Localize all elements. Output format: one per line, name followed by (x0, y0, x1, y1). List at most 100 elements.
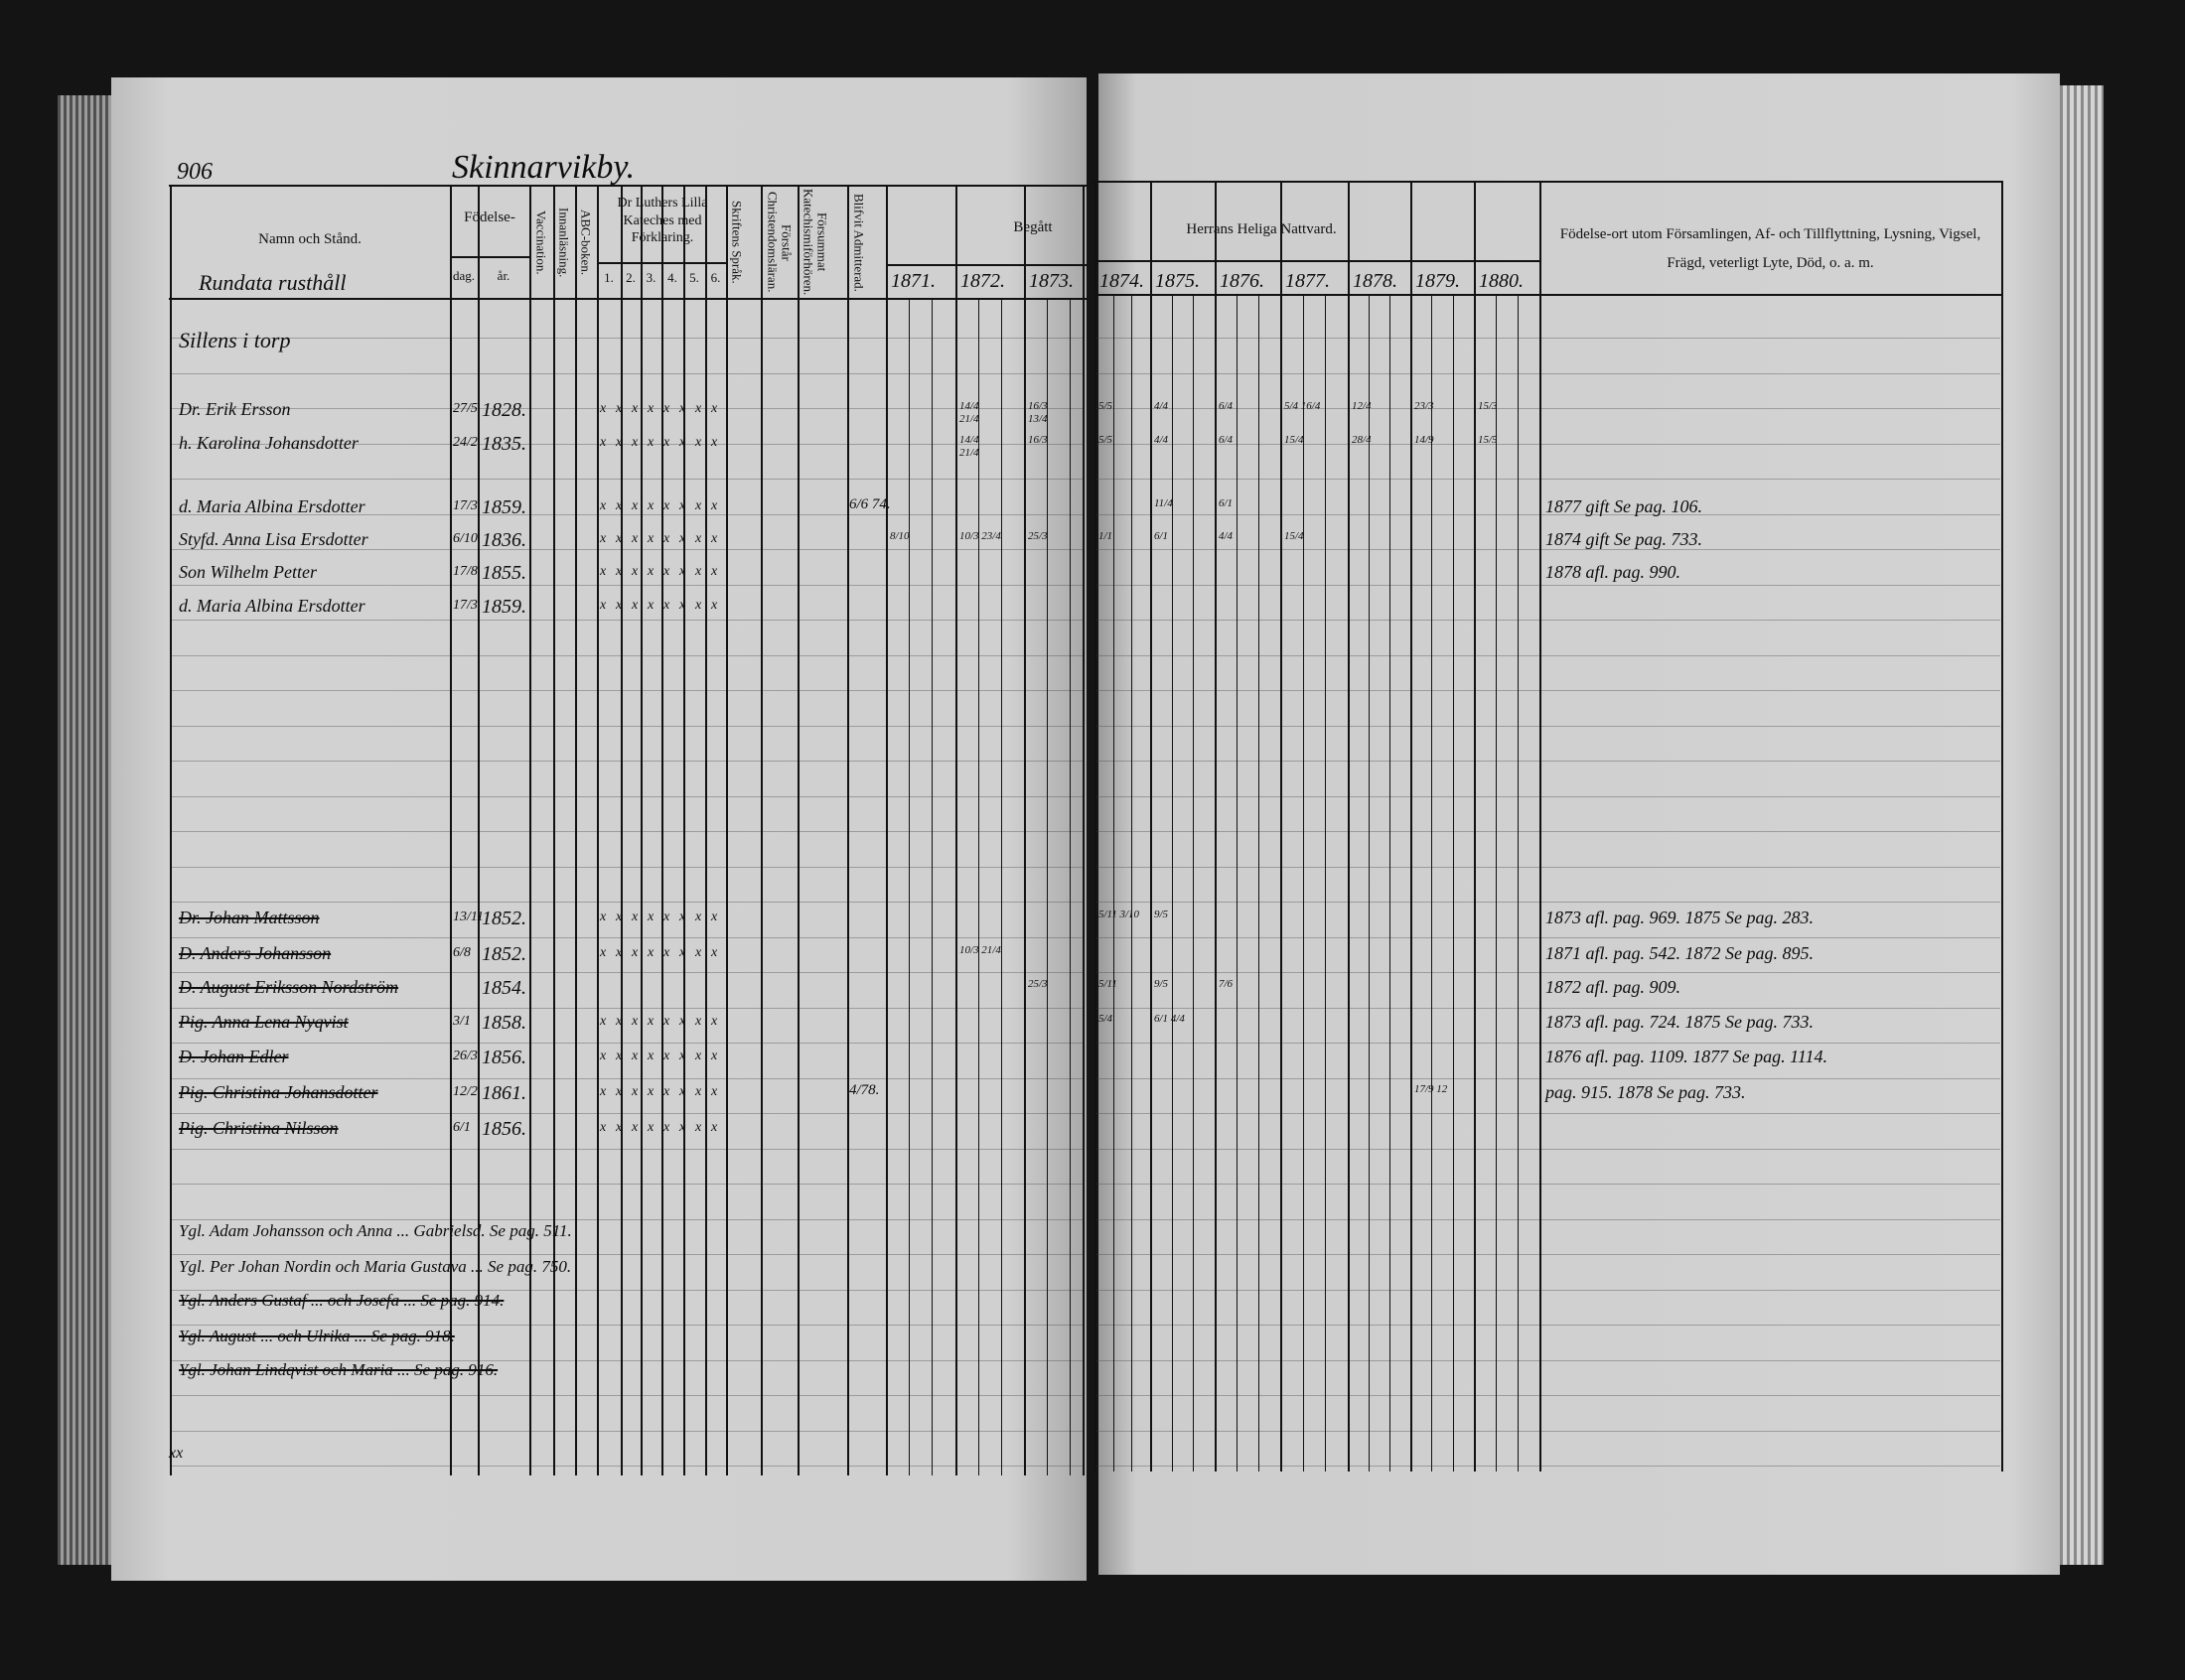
ruled-line (1096, 1113, 2000, 1114)
household-note: Ygl. Johan Lindqvist och Maria ... Se pa… (179, 1360, 499, 1379)
communion-date: 21/4 (959, 447, 979, 459)
communion-date: 1/1 (1098, 530, 1113, 542)
entry-birth-day: 24/2 (453, 435, 478, 450)
ruled-line (1096, 936, 2000, 938)
catechism-mark: x (616, 945, 623, 960)
header-top-line (169, 185, 1087, 187)
ruled-line (1096, 1077, 2000, 1079)
communion-date: 6/1 (1219, 497, 1234, 509)
column-line (661, 185, 663, 1475)
catechism-mark: x (600, 598, 607, 613)
catechism-mark: x (648, 435, 655, 450)
catechism-mark: x (679, 598, 686, 613)
catechism-mark: x (632, 1120, 639, 1135)
column-line (529, 185, 531, 1475)
sub-column-line (1325, 294, 1327, 1471)
communion-date: 7/6 (1219, 978, 1234, 990)
communion-date: 25/3 (1028, 530, 1048, 542)
communion-date: 25/3 (1028, 978, 1048, 990)
catechism-mark: x (632, 564, 639, 579)
header-admitted: Blifvit Admitterad. (851, 193, 867, 292)
header-name: Namn och Stånd. (258, 231, 362, 247)
column-line (1024, 185, 1026, 1475)
ruled-line (171, 690, 1083, 691)
ruled-line (1096, 831, 2000, 832)
communion-date: 28/4 (1352, 434, 1372, 446)
entry-birth-year: 1836. (482, 529, 526, 551)
entry-remark: pag. 915. 1878 Se pag. 733. (1545, 1082, 1746, 1102)
communion-date: 15/4 (1284, 530, 1304, 542)
header-reading: Innanläsning. (556, 207, 572, 278)
communion-date: 10/3 23/4 (959, 530, 1001, 542)
catechism-mark: x (663, 1084, 670, 1099)
header-catechism-part: 6. (710, 270, 721, 285)
header-remarks: Födelse-ort utom Församlingen, Af- och T… (1559, 226, 1981, 271)
ruled-line (1096, 1148, 2000, 1150)
catechism-mark: x (616, 1120, 623, 1135)
column-line (726, 185, 728, 1475)
entry-name: Dr. Johan Mattsson (179, 908, 320, 927)
ruled-line (1096, 549, 2000, 550)
sub-column-line (1131, 294, 1133, 1471)
catechism-mark: x (600, 1084, 607, 1099)
column-line (170, 185, 172, 1475)
ruled-line (171, 584, 1083, 586)
entry-remark: 1874 gift Se pag. 733. (1545, 529, 1702, 549)
village-title: Skinnarvikby. (452, 149, 636, 186)
entry-name: h. Karolina Johansdotter (179, 433, 359, 453)
ruled-line (171, 1007, 1083, 1009)
catechism-mark: x (679, 910, 686, 924)
communion-date: 17/9 12 (1414, 1083, 1448, 1095)
ruled-line (1096, 1395, 2000, 1396)
catechism-mark: x (600, 531, 607, 546)
sub-column-line (1237, 294, 1238, 1471)
catechism-mark: x (663, 401, 670, 416)
ruled-line (171, 620, 1083, 621)
entry-birth-day: 13/11 (453, 910, 484, 924)
ruled-line (1096, 690, 2000, 691)
ruled-line (1096, 972, 2000, 973)
entry-name: D. Anders Johansson (179, 943, 332, 963)
entry-name: Sillens i torp (179, 328, 291, 352)
header-year: 1879. (1415, 270, 1460, 292)
book-left-edge (58, 95, 111, 1565)
catechism-mark: x (695, 945, 702, 960)
catechism-mark: x (695, 401, 702, 416)
sub-column-line (1171, 294, 1173, 1471)
catechism-mark: x (711, 498, 718, 513)
entry-remark: 1873 afl. pag. 969. 1875 Se pag. 283. (1545, 908, 1814, 927)
header-year: 1877. (1285, 270, 1330, 292)
catechism-mark: x (616, 1014, 623, 1029)
catechism-mark: x (648, 1120, 655, 1135)
communion-date: 5/4 (1098, 1013, 1113, 1025)
ruled-line (1096, 1254, 2000, 1255)
column-line (1094, 181, 1096, 1471)
ruled-line (171, 1113, 1083, 1114)
ruled-line (171, 1430, 1083, 1432)
ruled-line (171, 761, 1083, 762)
ruled-line (1096, 761, 2000, 762)
header-catechism-part: 4. (667, 270, 677, 285)
header-neglect: Försummat Katechismiförhören. (801, 189, 830, 296)
ruled-line (1096, 1325, 2000, 1326)
entry-birth-day: 17/3 (453, 498, 478, 513)
communion-date: 5/11 3/10 (1098, 909, 1140, 920)
catechism-mark: x (679, 531, 686, 546)
catechism-mark: x (648, 1084, 655, 1099)
communion-date: 9/5 (1154, 978, 1169, 990)
column-line (886, 185, 888, 1475)
entry-remark: 1877 gift Se pag. 106. (1545, 496, 1702, 516)
catechism-mark: x (632, 1014, 639, 1029)
column-line (1410, 181, 1412, 1471)
column-line (1083, 185, 1085, 1475)
catechism-mark: x (663, 435, 670, 450)
communion-date: 14/4 (959, 434, 979, 446)
communion-date: 6/1 (1154, 530, 1169, 542)
catechism-mark: x (679, 1084, 686, 1099)
catechism-mark: x (632, 401, 639, 416)
catechism-mark: x (600, 1049, 607, 1063)
column-line (478, 185, 480, 1475)
catechism-mark: x (711, 564, 718, 579)
header-year: 1878. (1353, 270, 1397, 292)
household-note: Ygl. Anders Gustaf ... och Josefa ... Se… (179, 1291, 505, 1310)
